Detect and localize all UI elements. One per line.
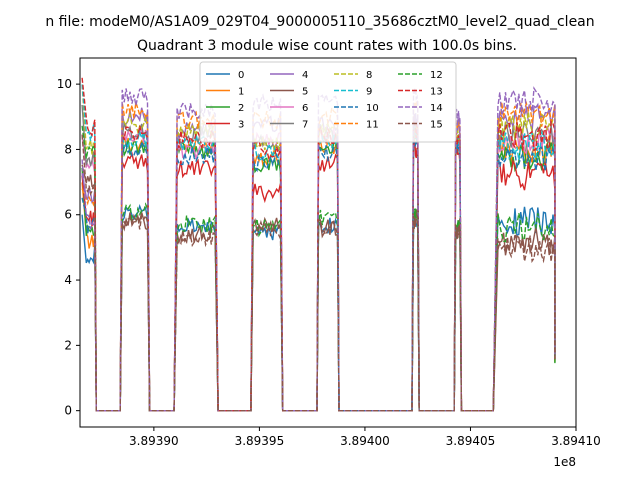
x-tick-label: 3.89390 bbox=[129, 434, 179, 448]
y-tick-label: 10 bbox=[57, 77, 72, 91]
legend-label: 2 bbox=[238, 103, 244, 114]
plot-area bbox=[81, 77, 556, 412]
x-tick-label: 3.89395 bbox=[235, 434, 285, 448]
legend-label: 4 bbox=[302, 70, 308, 81]
legend-label: 13 bbox=[430, 87, 443, 98]
axis-ticks: 3.89390 3.89395 3.89400 3.89405 3.89410 0 2 4 6 8… bbox=[57, 77, 601, 448]
chart-title: Quadrant 3 module wise count rates with … bbox=[137, 38, 517, 54]
series-line-12 bbox=[81, 125, 556, 412]
y-tick-label: 6 bbox=[64, 208, 72, 222]
legend-label: 5 bbox=[302, 87, 308, 98]
legend-label: 1 bbox=[238, 87, 244, 98]
y-tick-label: 2 bbox=[64, 338, 72, 352]
x-offset-label: 1e8 bbox=[553, 455, 576, 469]
legend-label: 7 bbox=[302, 120, 308, 131]
legend-label: 10 bbox=[366, 103, 379, 114]
y-tick-label: 0 bbox=[64, 404, 72, 418]
y-tick-label: 4 bbox=[64, 273, 72, 287]
axes-frame bbox=[79, 57, 577, 428]
x-tick-label: 3.89400 bbox=[340, 434, 390, 448]
x-tick-label: 3.89410 bbox=[551, 434, 601, 448]
y-tick-label: 8 bbox=[64, 142, 72, 156]
x-tick-label: 3.89405 bbox=[446, 434, 496, 448]
legend-label: 15 bbox=[430, 120, 443, 131]
legend-label: 9 bbox=[366, 87, 372, 98]
legend-label: 3 bbox=[238, 120, 244, 131]
series-line-14 bbox=[81, 86, 556, 412]
legend-label: 8 bbox=[366, 70, 372, 81]
suptitle: n file: modeM0/AS1A09_029T04_9000005110_… bbox=[45, 14, 594, 30]
legend-label: 14 bbox=[430, 103, 443, 114]
legend-label: 6 bbox=[302, 103, 308, 114]
legend-label: 12 bbox=[430, 70, 443, 81]
legend-box bbox=[199, 61, 457, 143]
legend-label: 0 bbox=[238, 70, 244, 81]
legend-label: 11 bbox=[366, 120, 379, 131]
series-line-15 bbox=[81, 134, 556, 412]
